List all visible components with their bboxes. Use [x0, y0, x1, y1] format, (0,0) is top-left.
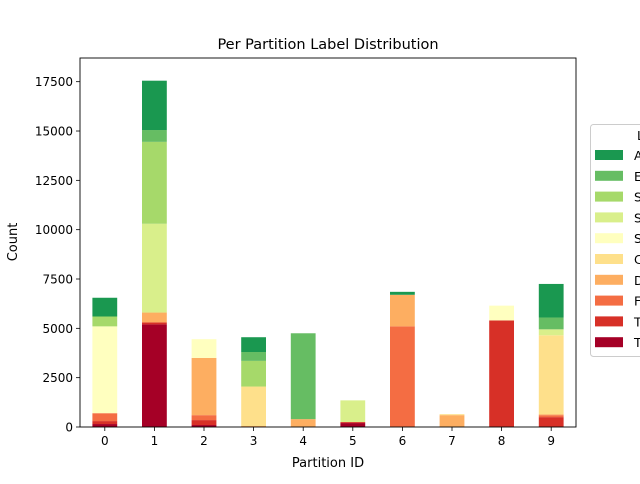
y-tick-label: 7500: [42, 273, 73, 287]
bar-segment-p1-s0: [142, 324, 167, 427]
bar-segment-p0-s5: [92, 326, 117, 413]
legend-entry-label: A: [634, 148, 640, 163]
bar-segment-p6-s9: [390, 292, 415, 295]
bar-segment-p0-s9: [92, 298, 117, 317]
x-tick-label: 8: [498, 434, 506, 448]
legend-swatch: [595, 171, 623, 181]
y-tick-label: 17500: [35, 75, 73, 89]
bar-segment-p8-s1: [489, 320, 514, 427]
x-tick-label: 3: [250, 434, 258, 448]
legend-swatch: [595, 254, 623, 264]
chart-title: Per Partition Label Distribution: [217, 37, 438, 53]
bar-segment-p5-s0: [340, 423, 365, 427]
legend-swatch: [595, 192, 623, 202]
bar-segment-p0-s2: [92, 413, 117, 421]
bar-segment-p9-s4: [539, 335, 564, 414]
legend-swatch: [595, 275, 623, 285]
bar-segment-p1-s8: [142, 130, 167, 142]
legend-entry-label: S: [634, 190, 640, 205]
bar-segment-p2-s5: [192, 339, 217, 358]
bar-segment-p2-s1: [192, 420, 217, 425]
bar-segment-p1-s6: [142, 224, 167, 313]
legend-entry-label: T: [633, 335, 640, 350]
legend: LAESSSCDFTT: [591, 125, 640, 357]
legend-swatch: [595, 316, 623, 326]
bar-segment-p9-s9: [539, 284, 564, 318]
legend-swatch: [595, 150, 623, 160]
legend-swatch: [595, 233, 623, 243]
bar-segment-p5-s1: [340, 422, 365, 423]
bar-segment-p0-s7: [92, 316, 117, 326]
bar-segment-p1-s9: [142, 81, 167, 130]
x-tick-label: 5: [349, 434, 357, 448]
x-tick-label: 7: [448, 434, 456, 448]
bar-segment-p6-s2: [390, 326, 415, 427]
legend-swatch: [595, 296, 623, 306]
legend-entry-label: E: [634, 169, 640, 184]
x-tick-label: 2: [200, 434, 208, 448]
x-tick-label: 4: [299, 434, 307, 448]
y-tick-label: 10000: [35, 223, 73, 237]
y-tick-label: 5000: [42, 322, 73, 336]
legend-entry-label: C: [634, 252, 640, 267]
legend-entry-label: S: [634, 231, 640, 246]
bar-segment-p2-s3: [192, 358, 217, 415]
legend-entry-label: F: [634, 294, 640, 309]
x-axis-label: Partition ID: [292, 456, 364, 471]
bar-segment-p9-s8: [539, 317, 564, 329]
bar-segment-p7-s3: [440, 415, 465, 427]
y-axis-label: Count: [6, 223, 21, 262]
bar-segment-p9-s2: [539, 415, 564, 417]
x-tick-label: 1: [151, 434, 159, 448]
bar-segment-p1-s1: [142, 322, 167, 324]
bar-segment-p2-s2: [192, 415, 217, 420]
x-tick-label: 9: [547, 434, 555, 448]
bar-segment-p9-s1: [539, 417, 564, 427]
legend-entry-label: S: [634, 210, 640, 225]
legend-swatch: [595, 212, 623, 222]
bar-segment-p4-s8: [291, 333, 316, 419]
bar-segment-p3-s8: [241, 352, 266, 361]
bar-segment-p5-s6: [340, 400, 365, 422]
bar-segment-p3-s9: [241, 337, 266, 352]
bar-segment-p1-s7: [142, 142, 167, 224]
legend-entry-label: D: [634, 273, 640, 288]
bar-segment-p8-s5: [489, 306, 514, 321]
legend-swatch: [595, 337, 623, 347]
y-tick-label: 12500: [35, 174, 73, 188]
y-tick-label: 15000: [35, 125, 73, 139]
bar-segment-p4-s3: [291, 419, 316, 427]
bar-segment-p6-s3: [390, 295, 415, 327]
y-tick-label: 2500: [42, 371, 73, 385]
y-tick-label: 0: [65, 421, 73, 435]
bar-segment-p3-s4: [241, 387, 266, 426]
bar-segment-p9-s6: [539, 329, 564, 335]
bar-segment-p7-s4: [440, 414, 465, 415]
bar-segment-p1-s3: [142, 313, 167, 323]
bar-segment-p0-s1: [92, 421, 117, 424]
legend-entry-label: T: [633, 314, 640, 329]
bar-segment-p9-s3: [539, 414, 564, 415]
bar-segment-p3-s7: [241, 361, 266, 387]
x-tick-label: 6: [399, 434, 407, 448]
x-tick-label: 0: [101, 434, 109, 448]
